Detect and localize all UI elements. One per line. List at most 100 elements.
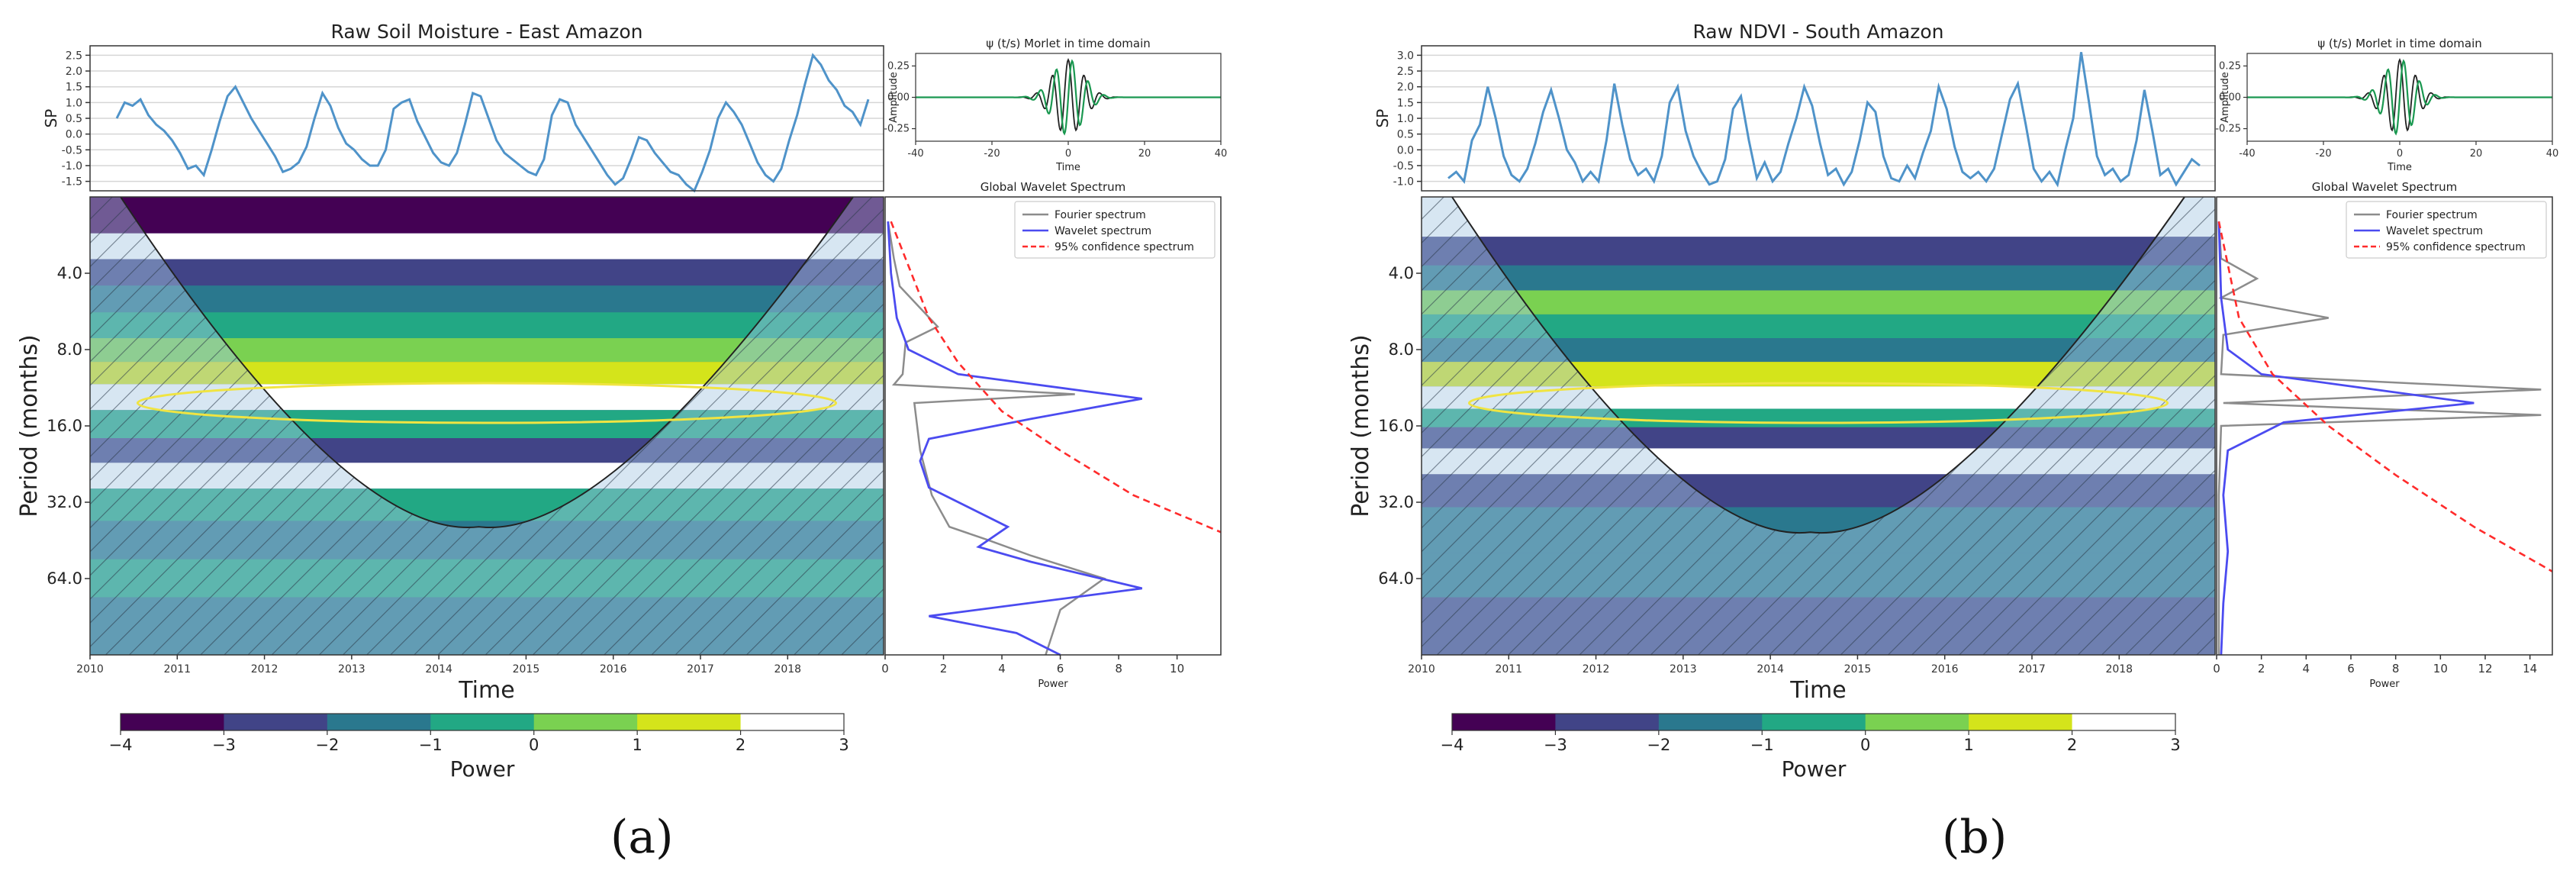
panel-b-legend-entry: Wavelet spectrum: [2386, 225, 2483, 237]
panel-a-inset-ylabel: Amplitude: [888, 72, 900, 123]
panel-a-global-xtick: 2: [940, 662, 948, 675]
panel-b-series-ytick: -1.0: [1393, 176, 1414, 189]
axes-frame: [2246, 53, 2553, 142]
panel-b-coi-hatch: [1422, 197, 2215, 655]
panel-b-power-band: [1422, 197, 2215, 237]
panel-a: Raw Soil Moisture - East Amazon SP 2.5 2.0 1…: [16, 21, 1227, 782]
panel-b-time-xtick: 2010: [1408, 663, 1435, 675]
panel-a-series-ytick: 2.5: [66, 50, 82, 62]
panel-b-time-xtick: 2016: [1931, 663, 1959, 675]
panel-a-morlet-imag: [916, 59, 1221, 136]
panel-a-time-xtick: 2010: [76, 663, 104, 675]
panel-b-time-xtick: 2011: [1495, 663, 1522, 675]
panel-b-global-xtick: 12: [2478, 662, 2492, 675]
panel-b-global-xtick: 6: [2347, 662, 2355, 675]
panel-a-global-title: Global Wavelet Spectrum: [980, 180, 1126, 194]
panel-a-significance-contour: [136, 382, 838, 424]
panel-b-inset-ytick: 0.25: [2219, 60, 2241, 72]
panel-a-global-xtick: 10: [1170, 662, 1184, 675]
panel-b-colorbar-tick: 2: [2067, 736, 2077, 754]
panel-a-series-ylabel: SP: [42, 109, 60, 128]
panel-a-colorbar-segment: [327, 714, 431, 730]
axes-frame: [915, 53, 1222, 142]
panel-b-colorbar-segment: [1452, 714, 1556, 730]
panel-b-colorbar-tick: 0: [1860, 736, 1870, 754]
panel-b-series-ytick: 1.0: [1397, 113, 1414, 125]
panel-a-time-xtick: 2014: [425, 663, 452, 675]
panel-a-colorbar-tick: −2: [315, 736, 339, 754]
panel-b-inset-ylabel: Amplitude: [2220, 72, 2231, 123]
panel-a-series-title: Raw Soil Moisture - East Amazon: [331, 21, 643, 43]
panel-a-legend-entry: Wavelet spectrum: [1055, 225, 1151, 237]
panel-a-colorbar-segment: [740, 714, 845, 730]
panel-a-wavelet-spectrum: [887, 221, 1143, 656]
panel-a-global-xtick: 0: [881, 662, 889, 675]
panel-b: Raw NDVI - South Amazon SP 3.0 2.5 2.0 1.5 1.0…: [1348, 21, 2558, 782]
panel-a-colorbar-segment: [121, 714, 224, 730]
panel-b-global-xtick: 10: [2433, 662, 2448, 675]
panel-b-significance-contour: [1467, 382, 2169, 424]
panel-b-power-band: [1422, 290, 2215, 314]
panel-b-colorbar-tick: −3: [1544, 736, 1567, 754]
panel-a-confidence-spectrum: [890, 221, 1222, 534]
panel-a-time-xtick: 2013: [338, 663, 365, 675]
panel-a-power-band: [90, 197, 884, 234]
panel-a-colorbar-tick: −1: [419, 736, 443, 754]
panel-b-time-xtick: 2018: [2105, 663, 2133, 675]
panel-b-sublabel: (b): [1942, 811, 2008, 864]
panel-a-inset-ytick: 0.25: [887, 60, 910, 72]
panel-b-colorbar-segment: [2072, 714, 2176, 730]
panel-a-period-ytick: 4.0: [57, 264, 82, 282]
panel-b-period-ytick: 16.0: [1378, 417, 1414, 435]
panel-b-series-ytick: 1.5: [1397, 97, 1414, 109]
panel-b-time-xtick: 2017: [2018, 663, 2046, 675]
panel-b-morlet-imag: [2247, 59, 2552, 136]
panel-a-coi-hatch: [90, 197, 884, 655]
panel-a-colorbar-tick: 3: [839, 736, 848, 754]
panel-a-time-xtick: 2011: [163, 663, 191, 675]
panel-a-legend-box: [1014, 201, 1216, 259]
panel-a-colorbar-tick: 0: [529, 736, 539, 754]
panel-b-colorbar-frame: [1451, 713, 2176, 731]
panel-b-legend-box: [2346, 201, 2547, 259]
panel-b-global-xtick: 0: [2213, 662, 2220, 675]
panel-a-sublabel: (a): [610, 811, 674, 864]
panel-b-global-xtick: 8: [2392, 662, 2400, 675]
panel-a-colorbar-tick: 2: [736, 736, 745, 754]
panel-b-colorbar-segment: [1865, 714, 1969, 730]
panel-b-period-ytick: 64.0: [1378, 569, 1414, 588]
panel-a-power-band: [90, 233, 884, 260]
panel-b-series-ytick: 3.0: [1397, 50, 1414, 62]
panel-b-colorbar-tick: 3: [2170, 736, 2180, 754]
panel-a-inset-xtick: 20: [1138, 148, 1151, 160]
panel-b-time-xtick: 2014: [1757, 663, 1784, 675]
panel-a-time-xtick: 2017: [687, 663, 714, 675]
panel-b-inset-xtick: -20: [2315, 148, 2331, 160]
panel-b-inset-xlabel: Time: [2387, 162, 2412, 173]
panel-a-inset-xtick: 40: [1215, 148, 1228, 160]
panel-b-wavelet-spectrum: [2217, 221, 2475, 656]
panel-a-series-line: [115, 53, 870, 193]
panel-b-period-ytick: 4.0: [1389, 264, 1414, 282]
panel-a-colorbar-tick: −4: [109, 736, 133, 754]
panel-b-period-ytick: 32.0: [1378, 493, 1414, 511]
panel-b-inset-title: ψ (t/s) Morlet in time domain: [2317, 37, 2482, 50]
panel-a-series-ytick: 0.0: [66, 129, 82, 141]
panel-a-time-xlabel: Time: [458, 677, 514, 704]
panel-a-series-ytick: 1.0: [66, 97, 82, 109]
panel-a-global-xtick: 4: [998, 662, 1006, 675]
panel-a-time-xtick: 2015: [513, 663, 540, 675]
axes-frame: [89, 45, 884, 192]
panel-a-colorbar-segment: [533, 714, 638, 730]
panel-a-global-xtick: 8: [1115, 662, 1122, 675]
panel-a-series-ytick: 0.5: [66, 113, 82, 125]
panel-b-time-xlabel: Time: [1789, 677, 1846, 704]
panel-b-inset-xtick: 20: [2470, 148, 2483, 160]
panel-a-period-ylabel: Period (months): [16, 334, 43, 517]
panel-b-global-xlabel: Power: [2369, 679, 2400, 690]
panel-a-colorbar-segment: [637, 714, 742, 730]
panel-a-time-xtick: 2012: [251, 663, 279, 675]
panel-b-global-xtick: 2: [2258, 662, 2265, 675]
panel-a-series-ytick: -0.5: [62, 144, 82, 156]
